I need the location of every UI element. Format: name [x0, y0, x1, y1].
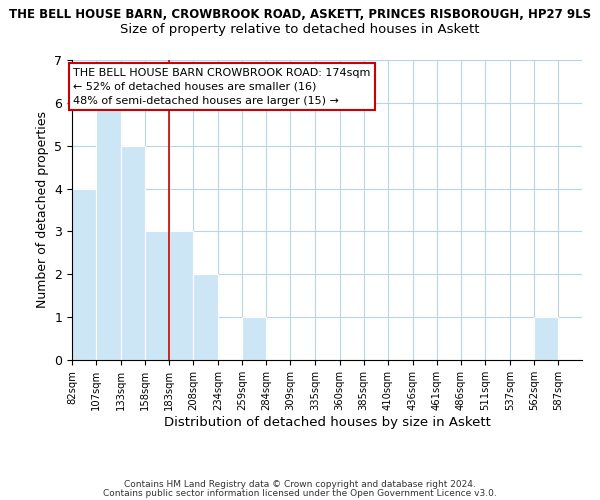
- Text: Size of property relative to detached houses in Askett: Size of property relative to detached ho…: [120, 22, 480, 36]
- Bar: [72, 188, 96, 360]
- Text: THE BELL HOUSE BARN CROWBROOK ROAD: 174sqm
← 52% of detached houses are smaller : THE BELL HOUSE BARN CROWBROOK ROAD: 174s…: [73, 68, 370, 106]
- X-axis label: Distribution of detached houses by size in Askett: Distribution of detached houses by size …: [164, 416, 490, 428]
- Text: Contains HM Land Registry data © Crown copyright and database right 2024.: Contains HM Land Registry data © Crown c…: [124, 480, 476, 489]
- Bar: [121, 146, 145, 360]
- Y-axis label: Number of detached properties: Number of detached properties: [36, 112, 49, 308]
- Bar: [145, 232, 169, 360]
- Bar: [169, 232, 193, 360]
- Bar: [193, 274, 218, 360]
- Bar: [534, 317, 558, 360]
- Text: Contains public sector information licensed under the Open Government Licence v3: Contains public sector information licen…: [103, 488, 497, 498]
- Bar: [96, 103, 121, 360]
- Text: THE BELL HOUSE BARN, CROWBROOK ROAD, ASKETT, PRINCES RISBOROUGH, HP27 9LS: THE BELL HOUSE BARN, CROWBROOK ROAD, ASK…: [9, 8, 591, 20]
- Bar: [242, 317, 266, 360]
